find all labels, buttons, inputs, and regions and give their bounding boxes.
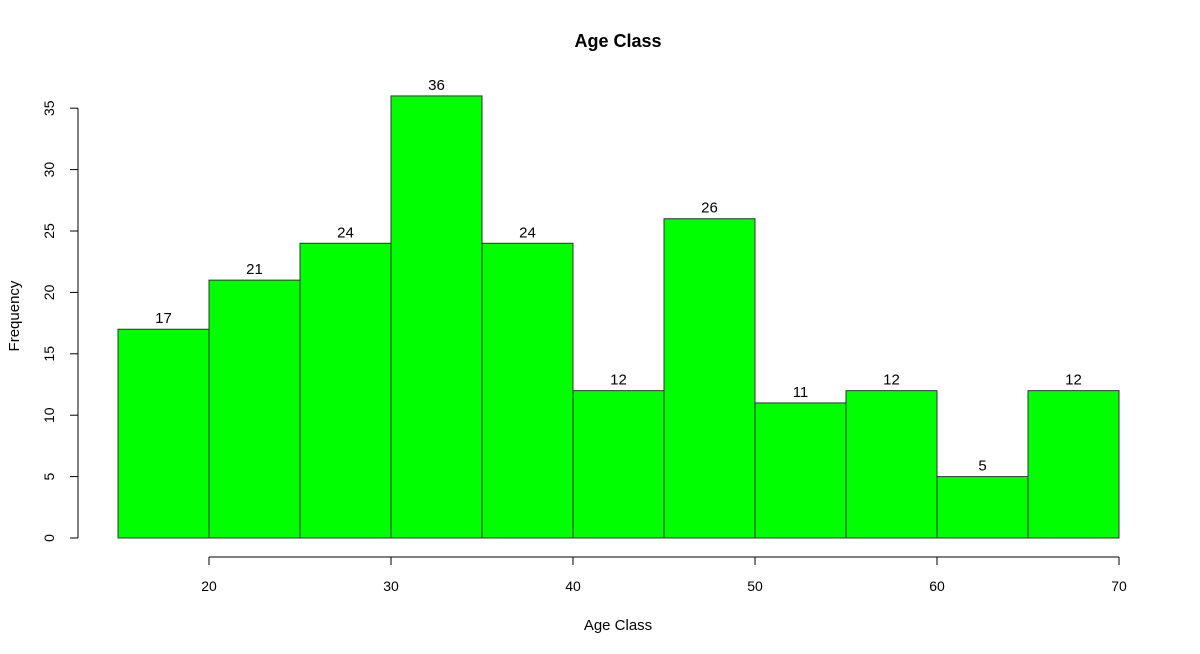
bar-55-60 (845, 390, 938, 539)
y-tick-label: 25 (41, 223, 57, 239)
bar-35-40 (481, 242, 574, 539)
data-label: 17 (155, 310, 172, 327)
x-tick-label: 50 (747, 578, 763, 594)
x-tick-label: 60 (929, 578, 945, 594)
x-tick-label: 70 (1111, 578, 1127, 594)
data-label: 26 (701, 200, 718, 217)
bar-30-35 (390, 95, 483, 539)
data-label: 12 (883, 372, 900, 389)
x-axis: 20 30 40 50 60 70 (201, 556, 1127, 594)
bar-15-20 (117, 328, 210, 539)
y-tick-label: 10 (41, 407, 57, 423)
bar-25-30 (299, 242, 392, 539)
bar-45-50 (663, 218, 756, 539)
y-tick-label: 15 (41, 346, 57, 362)
bar-50-55 (754, 402, 847, 539)
bar-60-65 (936, 476, 1029, 539)
data-labels-group: 17 21 24 36 24 12 26 11 12 5 12 (155, 77, 1082, 475)
bars-group (117, 95, 1120, 539)
data-label: 24 (519, 224, 536, 241)
y-tick-label: 5 (41, 472, 57, 480)
bar-40-45 (572, 390, 665, 539)
data-label: 12 (1065, 372, 1082, 389)
data-label: 21 (246, 261, 263, 278)
y-tick-label: 20 (41, 284, 57, 300)
data-label: 12 (610, 372, 627, 389)
data-label: 24 (337, 224, 354, 241)
bar-65-70 (1027, 390, 1120, 539)
x-axis-label: Age Class (584, 617, 652, 634)
bar-20-25 (208, 279, 301, 539)
y-axis-label: Frequency (6, 280, 23, 351)
data-label: 36 (428, 77, 445, 94)
chart-title: Age Class (574, 31, 661, 51)
x-tick-label: 20 (201, 578, 217, 594)
y-axis: 0 5 10 15 20 25 30 35 (41, 100, 79, 542)
x-tick-label: 40 (565, 578, 581, 594)
data-label: 11 (793, 384, 809, 401)
data-label: 5 (978, 458, 986, 475)
y-tick-label: 35 (41, 100, 57, 116)
x-tick-label: 30 (383, 578, 399, 594)
y-tick-label: 30 (41, 162, 57, 178)
y-tick-label: 0 (41, 534, 57, 542)
